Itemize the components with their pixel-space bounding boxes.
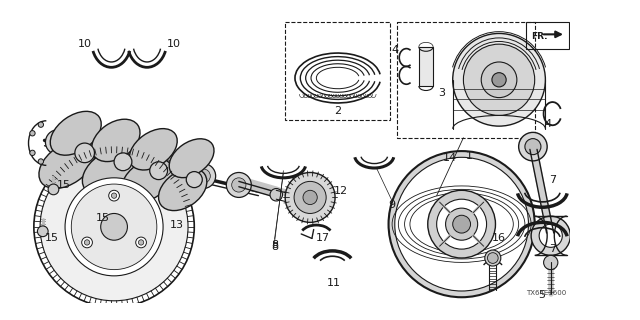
Circle shape xyxy=(428,190,495,258)
Circle shape xyxy=(136,237,147,248)
Circle shape xyxy=(75,143,95,163)
Text: 15: 15 xyxy=(57,180,71,190)
Circle shape xyxy=(543,255,558,270)
Bar xyxy=(397,22,534,138)
Circle shape xyxy=(114,153,132,171)
Text: 7: 7 xyxy=(549,244,556,254)
Circle shape xyxy=(111,193,116,198)
Circle shape xyxy=(445,208,477,240)
Text: 11: 11 xyxy=(327,278,341,288)
Circle shape xyxy=(452,215,470,233)
Text: 14: 14 xyxy=(443,153,457,163)
Text: 17: 17 xyxy=(316,233,330,244)
Circle shape xyxy=(38,159,44,164)
Bar xyxy=(419,47,433,86)
Bar xyxy=(285,22,390,120)
Circle shape xyxy=(484,250,501,266)
Circle shape xyxy=(125,151,139,165)
Bar xyxy=(526,22,568,49)
Text: 7: 7 xyxy=(549,175,556,185)
Circle shape xyxy=(227,172,252,197)
Ellipse shape xyxy=(51,111,101,155)
Ellipse shape xyxy=(129,129,177,170)
Text: 1: 1 xyxy=(466,150,473,161)
Circle shape xyxy=(155,155,180,180)
Circle shape xyxy=(30,150,35,156)
Text: 5: 5 xyxy=(538,291,545,300)
Ellipse shape xyxy=(169,139,214,178)
Circle shape xyxy=(81,137,106,162)
Text: 10: 10 xyxy=(77,39,92,49)
Text: FR.: FR. xyxy=(531,32,548,41)
Circle shape xyxy=(150,162,168,180)
Circle shape xyxy=(30,131,35,136)
Circle shape xyxy=(525,139,541,155)
Text: 4: 4 xyxy=(391,45,398,55)
Circle shape xyxy=(463,44,534,116)
Circle shape xyxy=(84,240,90,245)
Circle shape xyxy=(303,190,317,204)
Circle shape xyxy=(51,135,65,149)
Circle shape xyxy=(45,130,70,155)
Circle shape xyxy=(539,224,563,247)
Circle shape xyxy=(71,184,157,270)
Circle shape xyxy=(186,172,202,188)
Ellipse shape xyxy=(83,149,135,194)
Circle shape xyxy=(488,253,498,263)
Text: 16: 16 xyxy=(492,233,506,244)
Text: 10: 10 xyxy=(167,39,180,49)
Circle shape xyxy=(138,240,144,245)
Circle shape xyxy=(492,73,506,87)
Circle shape xyxy=(37,226,48,236)
Ellipse shape xyxy=(39,140,95,188)
FancyArrowPatch shape xyxy=(537,149,554,233)
Circle shape xyxy=(82,237,92,248)
Circle shape xyxy=(109,190,120,201)
Circle shape xyxy=(531,216,570,255)
Text: 15: 15 xyxy=(45,233,59,244)
Circle shape xyxy=(294,181,326,213)
Circle shape xyxy=(481,62,517,98)
Circle shape xyxy=(388,151,534,297)
Text: 12: 12 xyxy=(333,186,348,196)
Circle shape xyxy=(38,122,44,127)
Circle shape xyxy=(100,213,127,240)
Text: 4: 4 xyxy=(545,119,552,129)
Circle shape xyxy=(452,34,545,126)
Circle shape xyxy=(40,153,188,301)
Ellipse shape xyxy=(122,158,173,203)
Circle shape xyxy=(120,146,145,171)
Text: 13: 13 xyxy=(170,220,184,230)
Text: 9: 9 xyxy=(388,200,396,210)
Ellipse shape xyxy=(159,168,207,211)
Text: 8: 8 xyxy=(271,242,278,252)
Text: TX64E1600: TX64E1600 xyxy=(525,290,566,296)
Circle shape xyxy=(65,178,163,276)
Circle shape xyxy=(34,147,195,307)
Ellipse shape xyxy=(92,119,140,162)
Text: 8: 8 xyxy=(271,240,278,250)
Circle shape xyxy=(196,169,211,183)
Text: 2: 2 xyxy=(334,106,341,116)
Circle shape xyxy=(285,172,335,222)
FancyArrowPatch shape xyxy=(534,149,550,233)
Circle shape xyxy=(161,160,175,174)
Circle shape xyxy=(48,184,59,195)
Text: 3: 3 xyxy=(438,88,445,98)
Circle shape xyxy=(232,178,246,192)
FancyArrowPatch shape xyxy=(530,149,547,233)
Circle shape xyxy=(191,164,216,188)
Text: 15: 15 xyxy=(95,213,109,223)
Circle shape xyxy=(270,188,282,201)
Circle shape xyxy=(86,142,100,156)
Circle shape xyxy=(395,157,529,291)
Circle shape xyxy=(436,199,486,249)
Circle shape xyxy=(518,132,547,161)
